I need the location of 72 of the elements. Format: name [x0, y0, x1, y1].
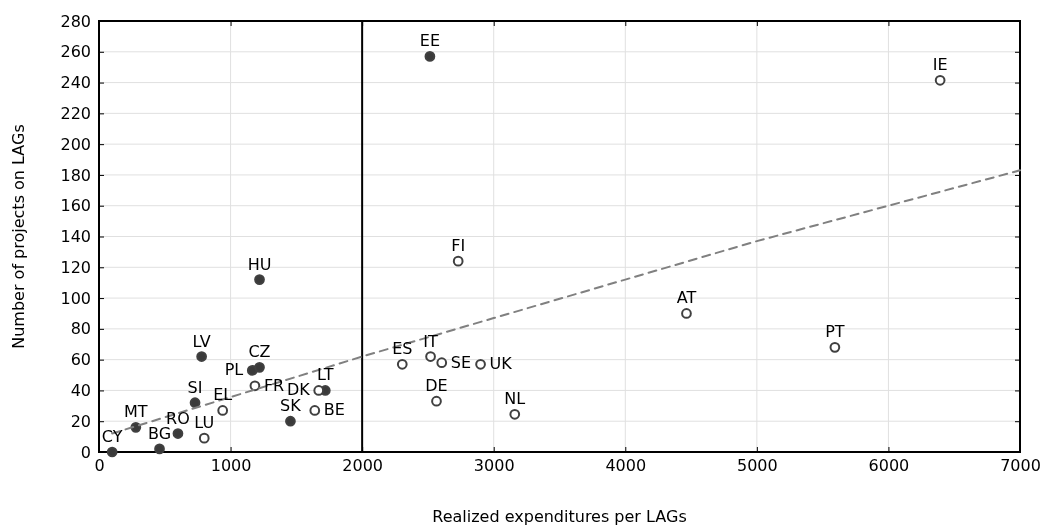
- point: [425, 351, 436, 362]
- y-tick-label: 100: [60, 288, 91, 308]
- annotation: LU: [194, 413, 215, 433]
- x-tick-label: 0: [94, 456, 105, 476]
- point: [285, 415, 296, 427]
- y-tick-label: 40: [70, 381, 91, 401]
- point: [217, 405, 229, 416]
- annotation: LT: [317, 365, 334, 385]
- point: [681, 308, 692, 319]
- point: [396, 358, 408, 370]
- point: [249, 380, 261, 392]
- y-tick-label: 140: [60, 227, 91, 247]
- y-tick-label: 280: [60, 11, 91, 31]
- point: [436, 357, 448, 369]
- point: [509, 408, 521, 420]
- annotation: ES: [392, 339, 413, 359]
- y-tick-label: 20: [70, 411, 91, 431]
- y-tick-label: 260: [60, 42, 91, 62]
- annotation: CZ: [248, 342, 271, 362]
- point: [313, 385, 325, 396]
- annotation: CY: [101, 427, 123, 446]
- y-tick-label: 60: [70, 350, 91, 370]
- annotation: AT: [676, 288, 697, 308]
- annotation: FR: [263, 375, 285, 395]
- x-tick-label: 5000: [737, 456, 778, 476]
- annotation: NL: [504, 389, 526, 409]
- y-tick-label: 180: [60, 165, 91, 185]
- point: [172, 428, 184, 439]
- point: [254, 274, 265, 285]
- y-tick-label: 240: [60, 73, 91, 93]
- point: [424, 51, 436, 62]
- x-axis-title: Realized expenditures per LAGs: [432, 507, 687, 526]
- annotation: LV: [192, 331, 211, 351]
- y-axis-title: Number of projects on LAGs: [9, 124, 28, 349]
- annotation: MT: [124, 402, 148, 422]
- annotation: HU: [247, 254, 272, 274]
- annotation: SE: [450, 352, 472, 372]
- x-tick-label: 2000: [342, 456, 383, 476]
- x-tick-label: 7000: [1000, 456, 1041, 476]
- annotation: DE: [425, 376, 448, 396]
- x-tick-label: 3000: [473, 456, 515, 476]
- point: [829, 341, 841, 353]
- point: [309, 405, 321, 416]
- point: [154, 443, 165, 455]
- annotation: EE: [419, 31, 441, 51]
- x-tick-label: 4000: [605, 456, 647, 476]
- y-tick-label: 120: [60, 257, 91, 277]
- point: [431, 395, 442, 407]
- y-tick-label: 220: [60, 103, 91, 123]
- annotation: EL: [213, 385, 233, 405]
- x-tick-label: 6000: [868, 456, 910, 476]
- annotation: UK: [489, 354, 513, 374]
- x-tick-label: 1000: [210, 456, 252, 476]
- point: [189, 397, 201, 409]
- point: [475, 358, 486, 370]
- point: [196, 351, 207, 362]
- point: [452, 255, 464, 267]
- y-tick-label: 0: [80, 442, 91, 462]
- annotation: IE: [932, 55, 948, 75]
- annotation: PL: [224, 360, 244, 380]
- point: [934, 74, 946, 86]
- point: [254, 361, 265, 373]
- annotation: SI: [187, 377, 203, 397]
- point: [106, 446, 118, 458]
- annotation: PT: [825, 322, 845, 342]
- annotation: BE: [323, 400, 345, 420]
- y-tick-label: 80: [70, 319, 91, 339]
- y-tick-label: 200: [60, 134, 91, 154]
- annotation: FI: [451, 236, 466, 256]
- annotation: IT: [423, 331, 439, 351]
- point: [198, 432, 210, 444]
- y-tick-label: 160: [60, 196, 91, 216]
